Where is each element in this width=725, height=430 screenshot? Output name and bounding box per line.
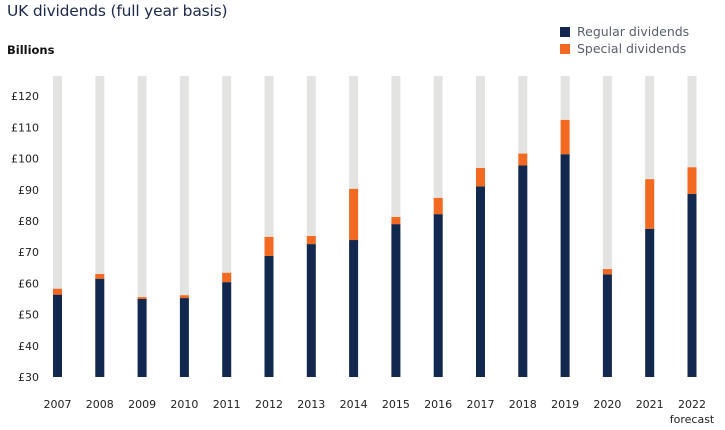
y-tick-label: £80 — [18, 215, 39, 228]
x-tick-sublabel: forecast — [670, 413, 715, 426]
bar-regular-2011 — [222, 282, 232, 377]
x-tick-label: 2008 — [86, 398, 114, 411]
bar-regular-2008 — [95, 278, 105, 377]
x-tick-label: 2019 — [551, 398, 579, 411]
x-tick-label: 2015 — [382, 398, 410, 411]
bar-special-2014 — [349, 188, 359, 241]
y-tick-label: £90 — [18, 184, 39, 197]
background-bar — [602, 75, 612, 378]
bar-special-2022 — [687, 167, 697, 194]
bar-regular-2007 — [53, 294, 62, 377]
x-tick-label: 2014 — [340, 398, 368, 411]
bar-regular-2018 — [518, 165, 528, 377]
bar-regular-2012 — [264, 255, 274, 377]
bar-regular-2010 — [179, 298, 189, 377]
bar-special-2009 — [137, 297, 147, 299]
background-bar — [264, 75, 274, 378]
bar-special-2021 — [645, 179, 655, 229]
legend: Regular dividends Special dividends — [560, 23, 689, 57]
bar-regular-2016 — [433, 214, 443, 377]
bar-special-2015 — [391, 216, 401, 225]
bar-special-2008 — [95, 274, 105, 279]
x-tick-label: 2017 — [467, 398, 495, 411]
legend-label-special: Special dividends — [577, 41, 687, 56]
legend-label-regular: Regular dividends — [577, 24, 690, 39]
x-tick-label: 2018 — [509, 398, 537, 411]
background-bar — [222, 75, 232, 378]
background-bar — [95, 75, 105, 378]
background-bar — [179, 75, 189, 378]
background-bar — [137, 75, 147, 378]
x-tick-label: 2011 — [213, 398, 241, 411]
bar-regular-2022 — [687, 193, 697, 377]
bar-special-2013 — [306, 235, 316, 245]
y-tick-label: £40 — [18, 340, 39, 353]
x-tick-label: 2013 — [297, 398, 325, 411]
bar-regular-2020 — [602, 274, 612, 377]
bar-regular-2014 — [349, 240, 359, 377]
x-tick-label: 2010 — [170, 398, 198, 411]
bar-special-2011 — [222, 272, 232, 283]
bar-special-2017 — [476, 167, 485, 187]
x-tick-label: 2012 — [255, 398, 283, 411]
background-bar — [306, 75, 316, 378]
y-axis-label: Billions — [7, 43, 55, 57]
bar-special-2020 — [602, 269, 612, 275]
x-tick-label: 2016 — [424, 398, 452, 411]
bar-regular-2019 — [560, 154, 570, 377]
bar-special-2010 — [179, 295, 189, 299]
x-tick-label: 2022 — [678, 398, 706, 411]
legend-item-special: Special dividends — [560, 40, 689, 57]
bar-regular-2013 — [306, 244, 316, 377]
y-tick-label: £50 — [18, 309, 39, 322]
x-tick-label: 2021 — [636, 398, 664, 411]
y-tick-label: £60 — [18, 277, 39, 290]
y-tick-label: £100 — [11, 153, 39, 166]
y-tick-label: £30 — [18, 371, 39, 384]
bar-special-2012 — [264, 236, 274, 256]
bar-special-2019 — [560, 119, 570, 155]
y-tick-label: £110 — [11, 121, 39, 134]
bar-regular-2017 — [476, 186, 485, 377]
bar-regular-2009 — [137, 299, 147, 377]
chart-title: UK dividends (full year basis) — [7, 2, 228, 20]
y-tick-label: £120 — [11, 90, 39, 103]
bar-regular-2021 — [645, 228, 655, 377]
x-tick-label: 2009 — [128, 398, 156, 411]
legend-item-regular: Regular dividends — [560, 23, 689, 40]
bar-regular-2015 — [391, 224, 401, 377]
bar-special-2018 — [518, 153, 528, 166]
bar-special-2007 — [53, 288, 62, 295]
legend-swatch-special — [560, 43, 570, 54]
legend-swatch-regular — [560, 26, 570, 37]
x-tick-label: 2007 — [44, 398, 72, 411]
y-tick-label: £70 — [18, 246, 39, 259]
bar-special-2016 — [433, 197, 443, 215]
background-bar — [53, 75, 62, 378]
x-tick-label: 2020 — [593, 398, 621, 411]
